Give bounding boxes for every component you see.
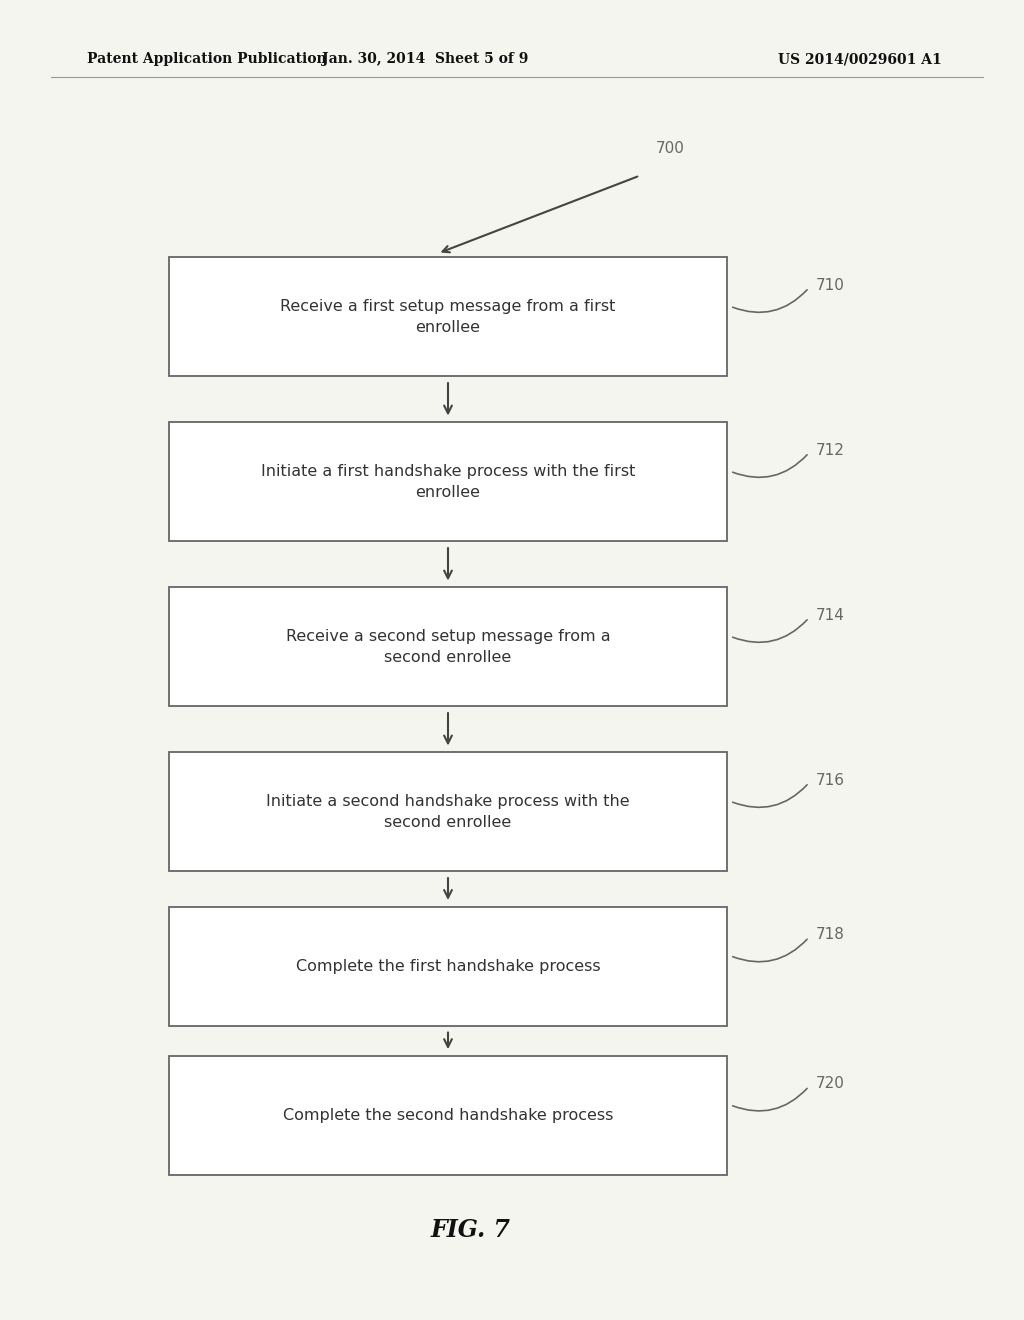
Text: 710: 710	[816, 277, 845, 293]
Text: Patent Application Publication: Patent Application Publication	[87, 53, 327, 66]
Text: Complete the first handshake process: Complete the first handshake process	[296, 958, 600, 974]
Text: Initiate a second handshake process with the
second enrollee: Initiate a second handshake process with…	[266, 793, 630, 830]
Text: FIG. 7: FIG. 7	[431, 1218, 511, 1242]
FancyBboxPatch shape	[169, 587, 727, 706]
FancyBboxPatch shape	[169, 907, 727, 1026]
FancyBboxPatch shape	[169, 1056, 727, 1175]
Text: Receive a first setup message from a first
enrollee: Receive a first setup message from a fir…	[281, 298, 615, 335]
Text: 718: 718	[816, 927, 845, 942]
Text: 720: 720	[816, 1076, 845, 1092]
FancyBboxPatch shape	[169, 257, 727, 376]
Text: Receive a second setup message from a
second enrollee: Receive a second setup message from a se…	[286, 628, 610, 665]
FancyBboxPatch shape	[169, 752, 727, 871]
FancyBboxPatch shape	[169, 422, 727, 541]
Text: 716: 716	[816, 772, 845, 788]
Text: 714: 714	[816, 607, 845, 623]
Text: Complete the second handshake process: Complete the second handshake process	[283, 1107, 613, 1123]
Text: 712: 712	[816, 442, 845, 458]
Text: Initiate a first handshake process with the first
enrollee: Initiate a first handshake process with …	[261, 463, 635, 500]
Text: Jan. 30, 2014  Sheet 5 of 9: Jan. 30, 2014 Sheet 5 of 9	[322, 53, 528, 66]
Text: 700: 700	[655, 141, 684, 156]
Text: US 2014/0029601 A1: US 2014/0029601 A1	[778, 53, 942, 66]
